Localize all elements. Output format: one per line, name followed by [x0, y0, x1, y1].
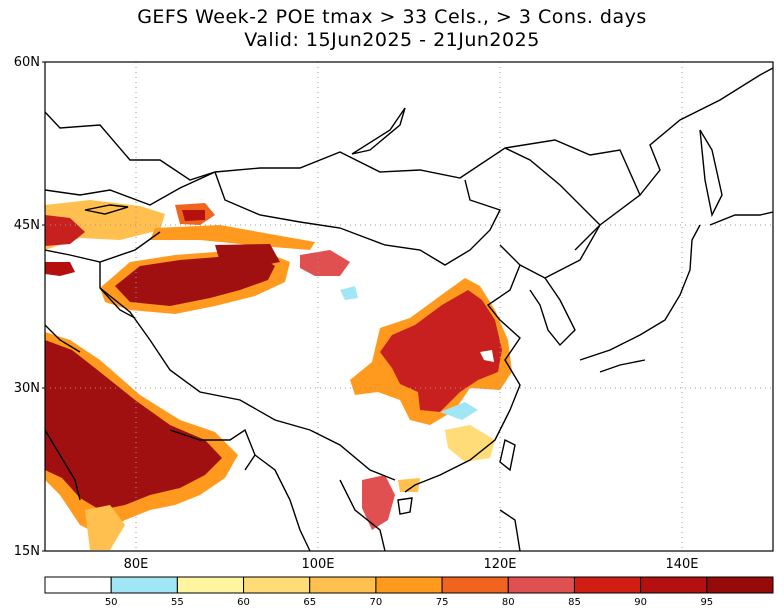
shade-yangtze	[445, 425, 495, 462]
lat-label: 60N	[14, 55, 40, 70]
legend-swatch	[375, 576, 443, 594]
russia-border	[45, 111, 641, 251]
shade-kyrgyz-strip	[150, 225, 315, 250]
hokkaido	[709, 211, 773, 226]
kazakh-border	[45, 171, 216, 206]
shade-hainan-strip	[398, 478, 420, 492]
sakhalin	[699, 129, 723, 218]
baikal	[351, 107, 406, 155]
legend-colorbar: 50 55 60 65 70 75 80 85 90 95	[44, 576, 774, 608]
legend-swatch	[507, 576, 575, 594]
russia-far-east	[639, 67, 773, 196]
legend-swatch	[243, 576, 311, 594]
philippines	[499, 509, 521, 551]
india-borders	[45, 324, 256, 501]
probability-shading	[45, 200, 512, 550]
legend-label: 95	[700, 597, 713, 608]
lat-label: 30N	[14, 381, 40, 396]
lon-label: 80E	[124, 557, 149, 572]
legend-label: 50	[105, 597, 118, 608]
balkhash	[84, 204, 129, 215]
coastlines-borders	[45, 67, 773, 551]
shade-india-south	[85, 505, 125, 550]
shade-hexi	[300, 250, 350, 276]
taiwan	[499, 438, 516, 472]
manchuria-border	[504, 147, 601, 279]
lon-label: 100E	[301, 557, 334, 572]
tibet-border	[99, 287, 311, 431]
shade-tarim-core	[115, 255, 275, 306]
hainan	[397, 497, 413, 515]
legend-label: 55	[171, 597, 184, 608]
map-frame	[44, 61, 774, 552]
lat-label: 15N	[14, 544, 40, 559]
lon-label: 140E	[665, 557, 698, 572]
lon-label: 120E	[483, 557, 516, 572]
lat-label: 45N	[14, 218, 40, 233]
shade-kazakhstan-east-core	[182, 210, 205, 221]
legend-label: 80	[502, 597, 515, 608]
legend-label: 60	[237, 597, 250, 608]
shade-uzbek	[45, 262, 75, 276]
korea	[519, 264, 576, 347]
shade-shandong-white	[480, 350, 494, 362]
lat-axis: 60N 45N 30N 15N	[14, 55, 45, 559]
japan-honshu	[579, 224, 701, 373]
shade-ncp-core	[380, 290, 502, 412]
legend-label: 90	[634, 597, 647, 608]
central-asia-borders	[45, 231, 161, 319]
legend-swatch	[706, 576, 774, 594]
legend-swatch	[110, 576, 178, 594]
legend-label: 85	[568, 597, 581, 608]
shade-india-core	[45, 340, 222, 510]
map-valid-date: Valid: 15Jun2025 - 21Jun2025	[244, 29, 540, 51]
mongolia-border	[214, 171, 501, 266]
legend-swatch	[176, 576, 245, 594]
shade-turpan	[215, 244, 280, 268]
legend-label: 65	[303, 597, 316, 608]
lon-axis: 80E 100E 120E 140E	[124, 557, 699, 572]
legend-swatch	[44, 576, 112, 594]
map-title: GEFS Week-2 POE tmax > 33 Cels., > 3 Con…	[137, 6, 647, 28]
shade-indochina	[362, 475, 395, 530]
legend-label: 75	[436, 597, 449, 608]
indochina-borders	[254, 429, 396, 551]
legend-swatch	[309, 576, 377, 594]
legend-label: 70	[370, 597, 383, 608]
shade-kazakhstan-west-core	[45, 215, 85, 246]
legend-swatch	[640, 576, 708, 594]
legend-swatch	[573, 576, 642, 594]
shade-gansu-blue	[340, 286, 358, 300]
shade-ncp-blue	[440, 402, 478, 420]
china-coast	[404, 244, 521, 493]
legend-swatch	[441, 576, 509, 594]
